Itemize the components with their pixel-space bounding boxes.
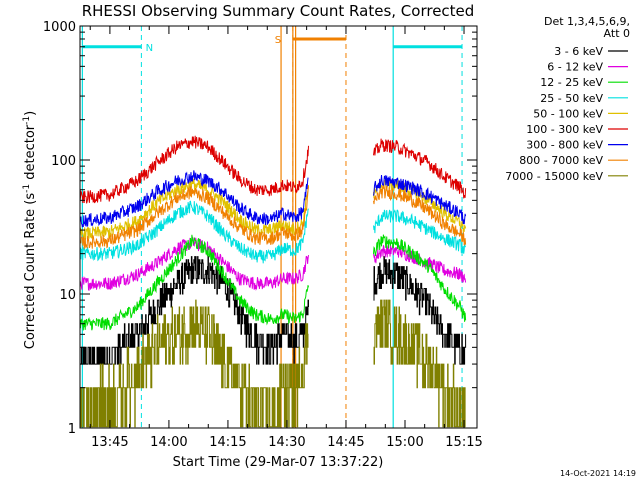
y-tick-label-0: 1 — [68, 422, 76, 437]
axes-layer: 13:45 14:00 14:15 14:30 14:45 15:00 15:15 1 10 10… — [43, 20, 483, 450]
series-1-line-a — [79, 235, 309, 291]
y-axis-label-exp1: -1 — [22, 184, 32, 193]
series-5-line-a — [79, 135, 309, 204]
legend-label-0: 3 - 6 keV — [554, 45, 603, 58]
annotation-1-label: S — [275, 35, 281, 46]
y-axis-label-base: Corrected Count Rate (s — [23, 193, 38, 350]
y-axis-label-end: ) — [23, 111, 38, 116]
x-tick-label-6: 15:15 — [445, 435, 482, 450]
legend-label-5: 100 - 300 keV — [526, 123, 603, 136]
series-7-line-a — [79, 186, 309, 250]
series-2-line-b — [373, 234, 467, 322]
series-1-line-b — [373, 244, 467, 283]
legend-label-8: 7000 - 15000 keV — [505, 170, 603, 183]
series-8-line-a — [80, 299, 309, 428]
legend-label-7: 800 - 7000 keV — [519, 154, 603, 167]
legend-header-0: Det 1,3,4,5,6,9, — [544, 15, 630, 28]
date-stamp: 14-Oct-2021 14:19 — [560, 469, 636, 478]
series-6-line-b — [373, 174, 467, 225]
x-axis-label: Start Time (29-Mar-07 13:37:22) — [173, 455, 384, 470]
y-tick-label-2: 100 — [51, 154, 76, 169]
y-tick-label-3: 1000 — [43, 20, 76, 35]
y-axis-label: Corrected Count Rate (s-1 detector-1) — [22, 111, 38, 349]
y-axis-label-exp2: -1 — [22, 116, 32, 125]
legend-label-1: 6 - 12 keV — [547, 61, 603, 74]
x-tick-label-1: 14:00 — [150, 435, 187, 450]
legend-label-2: 12 - 25 keV — [540, 76, 603, 89]
x-tick-label-0: 13:45 — [91, 435, 128, 450]
series-8-line-b — [373, 299, 466, 428]
legend-label-3: 25 - 50 keV — [540, 92, 603, 105]
series-3-line-b — [373, 209, 467, 254]
annotation-0-label: N — [146, 43, 153, 54]
x-tick-label-4: 14:45 — [327, 435, 364, 450]
legend-label-4: 50 - 100 keV — [533, 107, 603, 120]
series-6-line-a — [80, 170, 309, 228]
legend-label-6: 300 - 800 keV — [526, 139, 603, 152]
x-tick-label-5: 15:00 — [386, 435, 423, 450]
legend: Det 1,3,4,5,6,9,Att 03 - 6 keV 6 - 12 keV… — [505, 15, 630, 183]
x-tick-label-2: 14:15 — [209, 435, 246, 450]
series-3-line-a — [79, 200, 309, 264]
x-tick-label-3: 14:30 — [268, 435, 305, 450]
y-tick-label-1: 10 — [59, 288, 76, 303]
plot-frame — [79, 25, 478, 429]
series-0-line-a — [80, 256, 309, 365]
series-5-line-b — [373, 138, 467, 199]
legend-header-1: Att 0 — [604, 27, 630, 40]
series-layer — [79, 135, 467, 428]
series-4-line-a — [79, 178, 309, 241]
chart-title: RHESSI Observing Summary Count Rates, Co… — [82, 2, 475, 20]
series-0-line-b — [373, 256, 467, 365]
y-axis-label-mid: detector — [23, 124, 38, 184]
series-7-line-b — [373, 184, 467, 246]
series-2-line-a — [79, 234, 309, 331]
